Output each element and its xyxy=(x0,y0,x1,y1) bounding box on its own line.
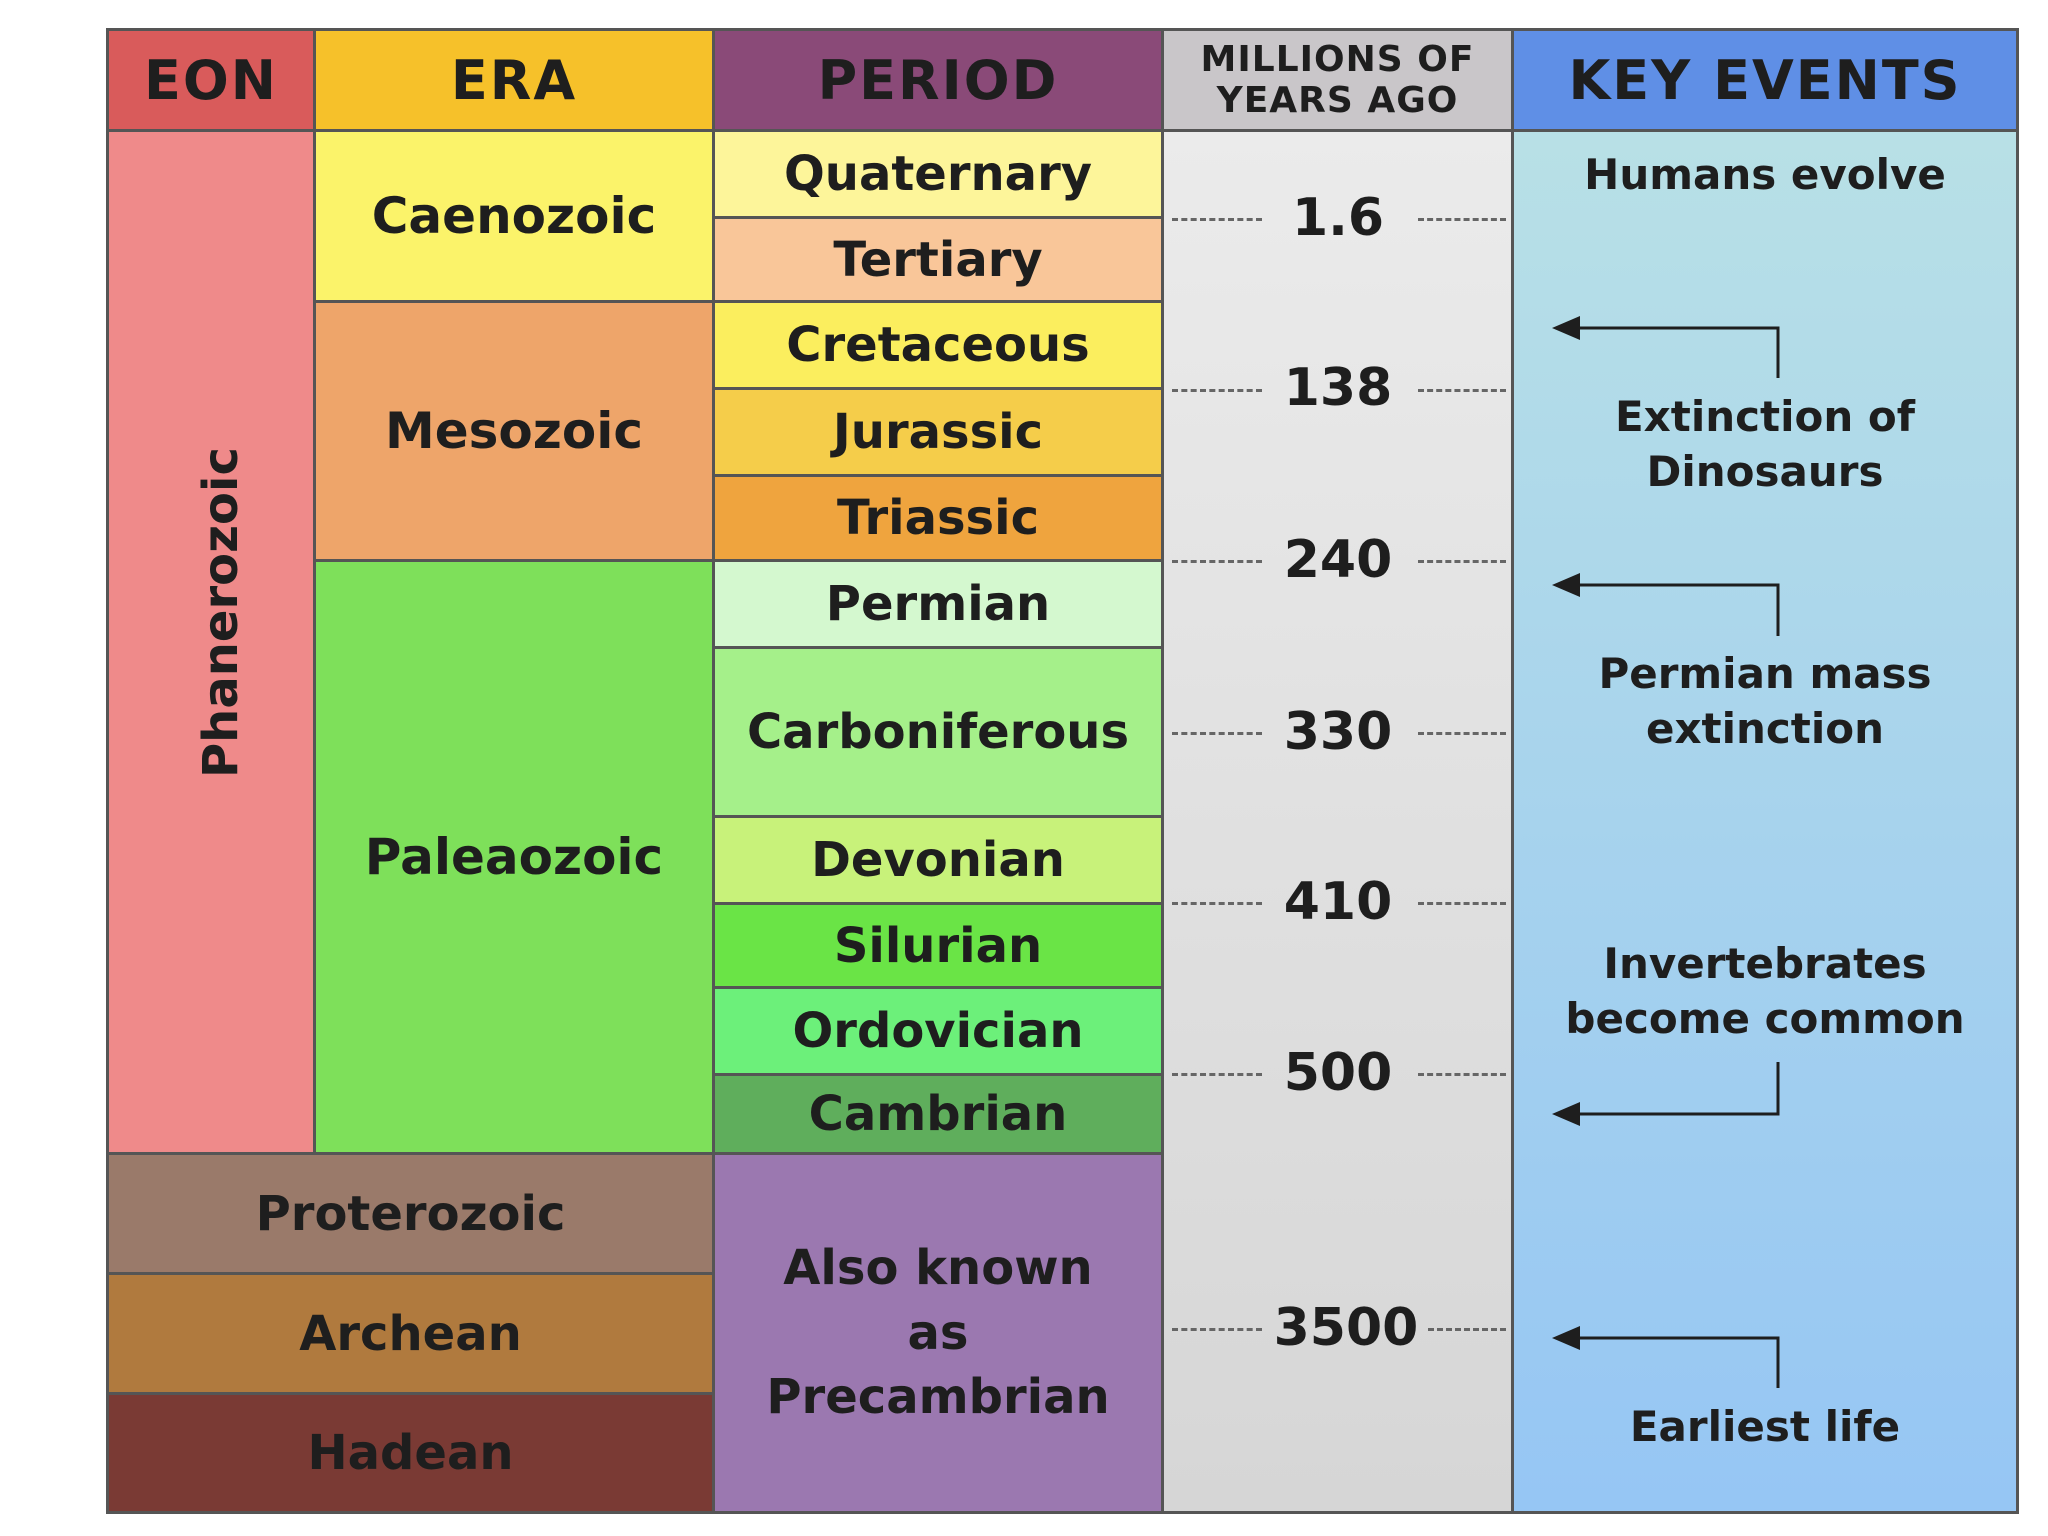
myr-tick-right xyxy=(1418,902,1506,905)
precambrian-line1: Also known xyxy=(783,1239,1093,1296)
header-key-events: KEY EVENTS xyxy=(1511,28,2019,132)
event-dino-line2: Dinosaurs xyxy=(1646,446,1884,496)
myr-tick-left xyxy=(1172,1073,1262,1076)
period-triassic: Triassic xyxy=(712,474,1164,562)
myr-tick-right xyxy=(1428,1328,1506,1331)
period-carboniferous: Carboniferous xyxy=(712,646,1164,818)
precambrian-note: Also known as Precambrian xyxy=(712,1152,1164,1514)
event-extinction-of-dinosaurs: Extinction of Dinosaurs xyxy=(1511,390,2019,499)
myr-value: 240 xyxy=(1283,530,1393,590)
myr-value: 138 xyxy=(1283,358,1393,418)
event-earliest-life: Earliest life xyxy=(1629,1402,1901,1451)
eon-phanerozoic xyxy=(106,129,316,1155)
header-eon: EON xyxy=(106,28,316,132)
myr-tick-left xyxy=(1172,732,1262,735)
eon-proterozoic: Proterozoic xyxy=(106,1152,715,1275)
period-quaternary: Quaternary xyxy=(712,129,1164,219)
header-myr-line2: YEARS AGO xyxy=(1216,80,1459,121)
myr-tick-left xyxy=(1172,902,1262,905)
dinosaur-arrowhead xyxy=(1552,316,1580,340)
event-invert-line2: become common xyxy=(1565,993,1965,1043)
myr-tick-right xyxy=(1418,218,1506,221)
period-cretaceous: Cretaceous xyxy=(712,300,1164,390)
precambrian-line2: as xyxy=(907,1304,969,1361)
precambrian-line3: Precambrian xyxy=(766,1369,1110,1426)
myr-tick-right xyxy=(1418,732,1506,735)
dinosaur-arrow xyxy=(1566,326,1780,378)
myr-tick-right xyxy=(1418,560,1506,563)
era-mesozoic: Mesozoic xyxy=(313,300,715,562)
period-silurian: Silurian xyxy=(712,902,1164,989)
myr-value: 1.6 xyxy=(1291,188,1385,248)
key-events-column xyxy=(1511,129,2019,1514)
myr-tick-right xyxy=(1418,389,1506,392)
myr-tick-right xyxy=(1418,1073,1506,1076)
event-humans-evolve: Humans evolve xyxy=(1584,150,1946,199)
myr-tick-left xyxy=(1172,560,1262,563)
eon-archean: Archean xyxy=(106,1272,715,1395)
invertebrate-arrow xyxy=(1566,1062,1780,1116)
myr-value: 410 xyxy=(1283,872,1393,932)
period-devonian: Devonian xyxy=(712,815,1164,905)
event-invert-line1: Invertebrates xyxy=(1603,939,1927,988)
myr-value: 500 xyxy=(1283,1043,1393,1103)
earliest-life-arrowhead xyxy=(1552,1326,1580,1350)
header-myr-line1: MILLIONS OF xyxy=(1200,38,1475,80)
permian-arrowhead xyxy=(1552,573,1580,597)
myr-tick-left xyxy=(1172,389,1262,392)
period-cambrian: Cambrian xyxy=(712,1073,1164,1155)
invertebrate-arrowhead xyxy=(1552,1102,1580,1126)
myr-value: 330 xyxy=(1283,702,1393,762)
header-millions-of-years: MILLIONS OF YEARS AGO xyxy=(1161,28,1514,132)
myr-tick-left xyxy=(1172,218,1262,221)
event-permian-line2: extinction xyxy=(1645,703,1885,753)
header-period: PERIOD xyxy=(712,28,1164,132)
permian-arrow xyxy=(1566,583,1780,636)
event-permian-mass-extinction: Permian mass extinction xyxy=(1511,647,2019,756)
event-permian-line1: Permian mass xyxy=(1598,649,1932,698)
period-ordovician: Ordovician xyxy=(712,986,1164,1076)
myr-tick-left xyxy=(1172,1328,1262,1331)
earliest-life-arrow xyxy=(1566,1336,1780,1388)
eon-hadean: Hadean xyxy=(106,1392,715,1514)
event-invertebrates-common: Invertebrates become common xyxy=(1511,937,2019,1046)
period-permian: Permian xyxy=(712,559,1164,649)
myr-value: 3500 xyxy=(1273,1298,1419,1358)
era-caenozoic: Caenozoic xyxy=(313,129,715,303)
era-paleaozoic: Paleaozoic xyxy=(313,559,715,1155)
event-dino-line1: Extinction of xyxy=(1614,392,1916,441)
